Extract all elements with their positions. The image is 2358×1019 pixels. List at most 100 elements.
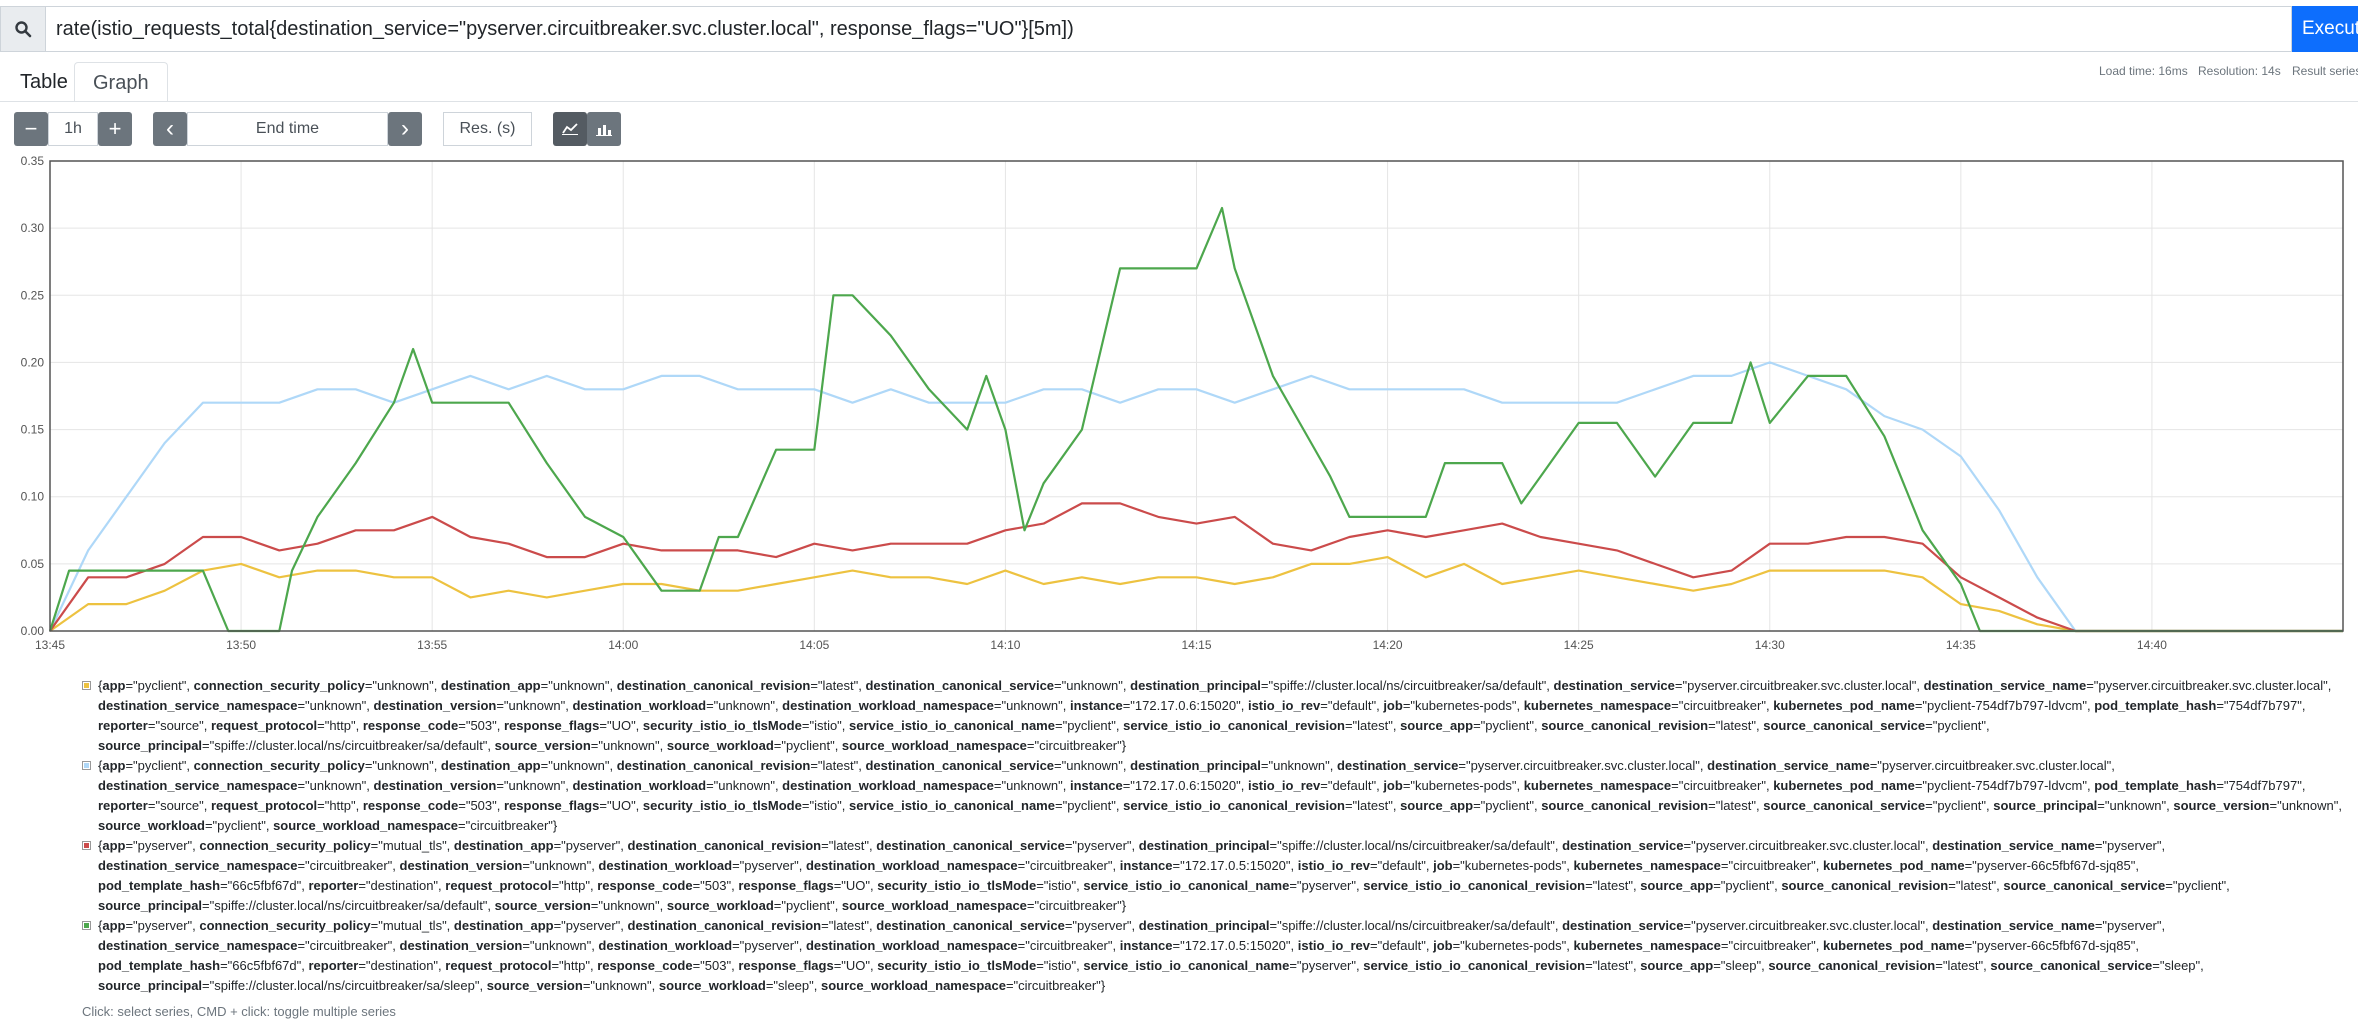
plot-frame — [49, 160, 2344, 632]
label-name: destination_workload_namespace — [782, 698, 994, 713]
resolution: Resolution: 14s — [2198, 64, 2281, 78]
x-tick-label: 14:00 — [608, 638, 638, 652]
label-name: connection_security_policy — [199, 838, 371, 853]
load-time: Load time: 16ms — [2099, 64, 2188, 78]
label-name: reporter — [308, 958, 359, 973]
label-name: security_istio_io_tlsMode — [642, 718, 802, 733]
end-time-input[interactable]: End time — [187, 112, 388, 146]
legend-labels: {app="pyclient", connection_security_pol… — [98, 758, 2342, 833]
tab-graph[interactable]: Graph — [74, 62, 168, 102]
label-name: security_istio_io_tlsMode — [877, 958, 1037, 973]
label-name: reporter — [308, 878, 359, 893]
label-name: destination_app — [453, 918, 554, 933]
label-name: pod_template_hash — [98, 878, 221, 893]
label-name: istio_io_rev — [1297, 938, 1371, 953]
label-name: source_workload — [98, 818, 205, 833]
label-name: istio_io_rev — [1247, 778, 1321, 793]
legend-item[interactable]: {app="pyserver", connection_security_pol… — [82, 916, 2342, 996]
graph-chart[interactable]: 0.00 0.05 0.10 0.15 0.20 0.25 0.30 0.35 13:45 13:… — [0, 152, 2358, 654]
y-tick-label: 0.15 — [21, 423, 45, 437]
label-name: source_principal — [98, 738, 203, 753]
label-name: kubernetes_pod_name — [1822, 858, 1965, 873]
x-tick-label: 14:30 — [1755, 638, 1785, 652]
y-tick-label: 0.00 — [21, 624, 45, 638]
legend-item[interactable]: {app="pyclient", connection_security_pol… — [82, 756, 2342, 836]
execute-button[interactable]: Execute — [2292, 6, 2358, 52]
result-series: Result series: 4 — [2292, 64, 2358, 78]
label-name: source_principal — [1993, 798, 2098, 813]
line-chart-icon[interactable] — [553, 112, 587, 146]
label-name: response_code — [597, 878, 693, 893]
label-name: request_protocol — [210, 798, 318, 813]
label-name: source_version — [494, 898, 591, 913]
label-name: kubernetes_pod_name — [1773, 778, 1915, 793]
end-time-prev-button[interactable]: ‹ — [153, 112, 187, 146]
resolution-input[interactable]: Res. (s) — [443, 112, 532, 146]
label-name: destination_service — [1562, 838, 1684, 853]
label-name: job — [1433, 858, 1453, 873]
legend-labels: {app="pyserver", connection_security_pol… — [98, 918, 2204, 993]
label-name: source_canonical_service — [1990, 958, 2153, 973]
x-tick-label: 13:55 — [417, 638, 447, 652]
label-name: destination_canonical_revision — [627, 918, 822, 933]
label-name: source_principal — [98, 898, 203, 913]
label-name: job — [1433, 938, 1453, 953]
legend-swatch — [82, 841, 91, 850]
y-tick-label: 0.25 — [21, 288, 45, 302]
label-name: kubernetes_namespace — [1523, 778, 1672, 793]
search-icon[interactable] — [0, 6, 46, 52]
legend-item[interactable]: {app="pyclient", connection_security_pol… — [82, 676, 2342, 756]
label-name: service_istio_io_canonical_revision — [1123, 718, 1345, 733]
tab-table[interactable]: Table — [20, 71, 68, 93]
label-name: pod_template_hash — [2094, 698, 2217, 713]
label-name: job — [1383, 778, 1403, 793]
legend-labels: {app="pyserver", connection_security_pol… — [98, 838, 2230, 913]
label-name: response_code — [362, 718, 459, 733]
label-name: response_code — [362, 798, 459, 813]
label-name: destination_workload — [572, 698, 707, 713]
label-name: connection_security_policy — [199, 918, 371, 933]
x-tick-label: 14:40 — [2137, 638, 2167, 652]
label-name: instance — [1069, 778, 1123, 793]
label-name: destination_service_namespace — [98, 698, 298, 713]
tab-divider — [0, 101, 2358, 102]
stacked-chart-icon[interactable] — [587, 112, 621, 146]
label-name: destination_app — [453, 838, 554, 853]
label-name: source_canonical_revision — [1541, 798, 1709, 813]
label-name: destination_service — [1553, 678, 1675, 693]
label-name: service_istio_io_canonical_revision — [1363, 878, 1586, 893]
label-name: reporter — [98, 798, 148, 813]
label-name: istio_io_rev — [1247, 698, 1321, 713]
legend-hint: Click: select series, CMD + click: toggl… — [82, 1004, 396, 1019]
label-name: destination_workload — [598, 938, 733, 953]
end-time-next-button[interactable]: › — [388, 112, 422, 146]
label-name: instance — [1119, 938, 1173, 953]
range-increase-button[interactable]: + — [98, 112, 132, 146]
legend-item[interactable]: {app="pyserver", connection_security_pol… — [82, 836, 2342, 916]
label-name: source_version — [486, 978, 583, 993]
legend-swatch — [82, 921, 91, 930]
expression-input[interactable]: rate(istio_requests_total{destination_se… — [46, 6, 2292, 52]
label-name: security_istio_io_tlsMode — [877, 878, 1037, 893]
label-name: destination_canonical_service — [876, 918, 1065, 933]
label-name: destination_service_name — [1707, 758, 1870, 773]
label-name: request_protocol — [445, 958, 552, 973]
range-input[interactable]: 1h — [48, 112, 98, 146]
label-name: source_workload_namespace — [841, 898, 1027, 913]
label-name: reporter — [98, 718, 148, 733]
label-name: job — [1383, 698, 1403, 713]
label-name: pod_template_hash — [2094, 778, 2217, 793]
label-name: source_workload — [658, 978, 766, 993]
label-name: response_flags — [503, 718, 600, 733]
y-tick-label: 0.05 — [21, 557, 45, 571]
range-decrease-button[interactable]: − — [14, 112, 48, 146]
label-name: response_code — [597, 958, 693, 973]
query-bar: rate(istio_requests_total{destination_se… — [0, 6, 2358, 52]
label-name: source_principal — [98, 978, 203, 993]
x-tick-label: 13:50 — [226, 638, 256, 652]
label-name: destination_workload — [598, 858, 733, 873]
label-name: destination_canonical_service — [876, 838, 1065, 853]
label-name: destination_workload_namespace — [805, 938, 1018, 953]
label-name: destination_version — [373, 778, 497, 793]
legend-swatch — [82, 681, 91, 690]
